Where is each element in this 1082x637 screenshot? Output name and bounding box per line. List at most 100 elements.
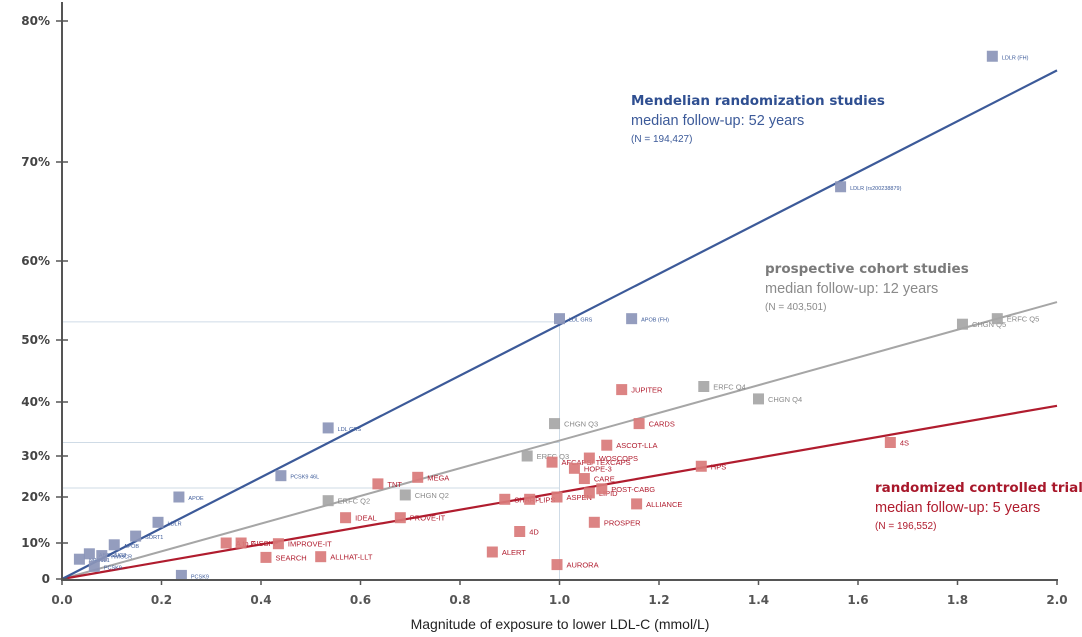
data-point <box>372 478 384 490</box>
data-point <box>399 489 411 501</box>
y-tick-label: 60% <box>21 254 50 268</box>
data-label: HMGCR <box>111 555 132 561</box>
annotation-title: randomized controlled trials <box>875 480 1082 496</box>
data-label: POST-CABG <box>611 485 655 494</box>
data-label: ABCG5/G8 <box>99 553 127 559</box>
annotation-n: (N = 196,552) <box>875 521 936 532</box>
data-label: IMPROVE-IT <box>288 540 332 549</box>
x-axis-title: Magnitude of exposure to lower LDL-C (mm… <box>411 616 710 632</box>
data-point <box>583 452 595 464</box>
data-label: HPS <box>711 462 726 471</box>
data-point <box>583 487 595 499</box>
data-point <box>220 537 232 549</box>
data-label: AFCAPS/ TEXCAPS <box>562 458 631 467</box>
data-point <box>588 516 600 528</box>
data-point <box>96 550 108 562</box>
data-label: LDL GRS <box>338 427 362 433</box>
data-label: ALERT <box>502 548 526 557</box>
annotation-n: (N = 194,427) <box>631 134 692 145</box>
data-label: ASCOT-LLA <box>616 441 657 450</box>
data-point <box>551 491 563 503</box>
y-tick-label: 20% <box>21 490 50 504</box>
data-label: ERFC Q3 <box>537 452 570 461</box>
reference-lines <box>62 321 560 579</box>
data-point <box>152 516 164 528</box>
data-label: JUPITER <box>631 386 663 395</box>
annotation-title: Mendelian randomization studies <box>631 93 885 109</box>
data-point <box>272 538 284 550</box>
data-point <box>578 473 590 485</box>
data-label: AURORA <box>567 561 599 570</box>
x-tick-label: 0.2 <box>151 593 172 607</box>
data-label: 4D <box>529 528 539 537</box>
data-point <box>616 384 628 396</box>
data-label: PCSK9 <box>191 574 209 580</box>
data-point <box>108 539 120 551</box>
fit-line-mendelian <box>61 69 1058 580</box>
data-point <box>568 462 580 474</box>
data-point <box>275 470 287 482</box>
data-point <box>412 471 424 483</box>
data-point <box>260 551 272 563</box>
data-point <box>753 393 764 405</box>
data-label: LIPID <box>599 489 618 498</box>
x-tick-label: 1.2 <box>648 593 669 607</box>
data-label: PROSPER <box>604 518 641 527</box>
y-tick-label: 80% <box>21 14 50 28</box>
data-label: SORT1 <box>145 535 163 541</box>
data-point <box>601 439 613 451</box>
data-label: WOSCOPS <box>599 454 638 463</box>
data-label: LDLR (rs200238879) <box>850 186 902 192</box>
data-point <box>322 495 334 507</box>
data-point <box>486 546 498 558</box>
data-point <box>549 418 561 430</box>
data-point <box>340 512 352 524</box>
data-point <box>986 50 998 62</box>
data-label: LDLR <box>168 521 182 527</box>
annotation-subtitle: median follow-up: 52 years <box>631 113 804 129</box>
y-tick-label: 0 <box>42 572 50 586</box>
data-point <box>626 313 638 325</box>
data-label: SEARCH <box>275 553 306 562</box>
data-point <box>73 553 85 565</box>
data-point <box>884 437 896 448</box>
data-point <box>394 512 406 524</box>
annotation-subtitle: median follow-up: 5 years <box>875 500 1040 516</box>
data-label: GISSI-P <box>251 539 279 548</box>
data-label: CHGN Q2 <box>415 491 449 500</box>
y-tick-label: 30% <box>21 449 50 463</box>
data-point <box>322 422 334 434</box>
data-point <box>698 381 710 392</box>
data-point <box>514 526 526 537</box>
data-label: APOE <box>188 496 204 502</box>
annotation-subtitle: median follow-up: 12 years <box>765 281 938 297</box>
data-label: PCSK9 46L <box>290 475 319 481</box>
data-label: MEGA <box>427 473 449 482</box>
data-label: LIPS <box>539 495 555 504</box>
data-point <box>499 493 511 505</box>
data-point <box>631 498 643 510</box>
data-label: CARDS <box>649 420 675 429</box>
data-label: APOB <box>124 544 140 550</box>
annotation-title: prospective cohort studies <box>765 261 969 277</box>
data-label: IDEAL <box>355 514 377 523</box>
data-point <box>130 530 142 542</box>
data-point <box>521 450 533 462</box>
data-point <box>835 181 847 193</box>
data-point <box>175 569 187 581</box>
y-tick-label: 50% <box>21 333 50 347</box>
data-point <box>83 548 95 560</box>
data-label: CHGN Q5 <box>972 320 1006 329</box>
data-label: ASPEN <box>567 493 592 502</box>
data-point <box>173 491 185 503</box>
data-label: ALLHAT-LLT <box>330 553 373 562</box>
x-tick-label: 0.4 <box>250 593 271 607</box>
y-ticks: 0 10% 20% 30% 40% 50% 60% 70% 80% <box>21 14 68 586</box>
data-label: ERFC Q5 <box>1007 315 1040 324</box>
data-label: APOB (FH) <box>641 318 669 324</box>
data-point <box>551 559 563 571</box>
annotation-n: (N = 403,501) <box>765 302 826 313</box>
data-label: CARE <box>594 475 615 484</box>
data-point <box>554 313 565 325</box>
